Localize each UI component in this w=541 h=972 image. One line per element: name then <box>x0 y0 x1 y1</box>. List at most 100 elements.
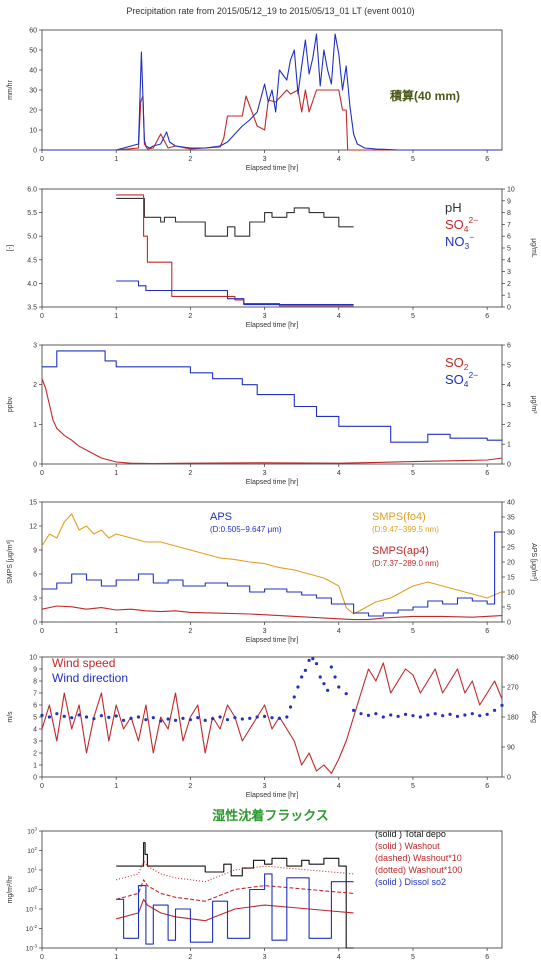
x-tick-label: 3 <box>263 156 267 163</box>
x-tick-label: 4 <box>337 470 341 477</box>
y-right-tick-label: 5 <box>507 246 511 253</box>
legend-entry-detail: (D:0.505−9.647 μm) <box>210 525 282 534</box>
data-point <box>389 713 393 717</box>
legend-entry: (dotted) Washout*100 <box>375 865 462 875</box>
y-tick-label: 6.0 <box>27 187 37 194</box>
x-tick-label: 5 <box>411 313 415 320</box>
data-point <box>151 716 155 720</box>
x-tick-label: 2 <box>188 783 192 790</box>
x-tick-label: 5 <box>411 954 415 961</box>
y-right-tick-label: 7 <box>507 222 511 229</box>
legend-entry: SO42− <box>445 370 478 389</box>
chart-so2-so4: 0 1 2 3 4 5 6 Elapsed time [hr] 0 1 2 3 ppbv 0 1 2 3 4 5 6 μ… <box>7 343 537 487</box>
legend-entry: (dashed) Washout*10 <box>375 853 462 863</box>
x-tick-label: 6 <box>485 156 489 163</box>
y-tick-label: 30 <box>29 88 37 95</box>
data-point <box>144 718 148 722</box>
y-axis-label: ppbv <box>7 396 14 412</box>
x-tick-label: 2 <box>188 954 192 961</box>
data-point <box>277 716 282 720</box>
y-tick-label: 15 <box>29 500 37 507</box>
y-tick-label: 8 <box>33 679 37 686</box>
y-tick-label: 3 <box>33 343 37 350</box>
y-tick-label: 9 <box>33 548 37 555</box>
y-right-tick-label: 2 <box>507 281 511 288</box>
data-point <box>374 712 378 716</box>
y-right-tick-label: 0 <box>507 775 511 782</box>
x-tick-label: 0 <box>40 313 44 320</box>
x-axis-label: Elapsed time [hr] <box>246 637 299 644</box>
y-tick-label: 5.5 <box>27 210 37 217</box>
y-tick-label: 7 <box>33 691 37 698</box>
y-right-axis-label: μg/m³ <box>530 395 537 414</box>
data-point <box>159 719 163 723</box>
y-right-tick-label: 2 <box>507 422 511 429</box>
data-point <box>329 665 333 669</box>
y-right-tick-label: 4 <box>507 257 511 264</box>
y-right-tick-label: 8 <box>507 210 511 217</box>
data-point <box>337 685 341 689</box>
data-point <box>352 708 356 712</box>
y-tick-label: 5 <box>33 715 37 722</box>
x-tick-label: 4 <box>337 156 341 163</box>
data-point <box>418 715 422 719</box>
y-tick-label: 10 <box>29 655 37 662</box>
y-right-tick-label: 3 <box>507 269 511 276</box>
data-point <box>333 675 337 679</box>
legend-entry: SO2 <box>445 355 469 372</box>
y-tick-label: 50 <box>29 48 37 55</box>
x-tick-label: 3 <box>263 783 267 790</box>
legend-entry: Wind direction <box>52 671 128 685</box>
data-point <box>233 716 237 720</box>
data-point <box>326 688 330 692</box>
x-axis-label: Elapsed time [hr] <box>246 792 299 799</box>
y-right-tick-label: 30 <box>507 530 515 537</box>
y-tick-label: 12 <box>29 524 37 531</box>
data-point <box>500 703 504 707</box>
data-point <box>314 662 319 666</box>
series-washout-10 <box>116 879 354 902</box>
data-point <box>433 712 437 716</box>
data-point <box>122 718 126 722</box>
x-tick-label: 1 <box>114 470 118 477</box>
legend-entry: Wind speed <box>52 656 115 670</box>
plot-frame <box>41 344 503 465</box>
data-point <box>455 714 460 718</box>
data-point <box>107 715 111 719</box>
y-right-tick-label: 180 <box>507 715 519 722</box>
legend-entry-detail: (D:7.37−289.0 nm) <box>372 559 439 568</box>
y-tick-label: 9 <box>33 667 37 674</box>
data-point <box>288 705 293 709</box>
y-tick-label: 40 <box>29 68 37 75</box>
x-tick-label: 6 <box>485 470 489 477</box>
x-axis-label: Elapsed time [hr] <box>246 165 299 172</box>
data-point <box>292 695 296 699</box>
y-tick-label: 2 <box>33 382 37 389</box>
data-point <box>311 657 315 661</box>
data-point <box>396 714 400 718</box>
data-point <box>403 712 408 716</box>
y-tick-label: 1 <box>33 763 37 770</box>
series-so4-2- <box>116 194 354 307</box>
data-point <box>492 708 497 712</box>
x-tick-label: 3 <box>263 628 267 635</box>
y-tick-label: 6 <box>33 703 37 710</box>
x-tick-label: 0 <box>40 783 44 790</box>
data-point <box>485 712 489 716</box>
y-axis-label: m/s <box>7 711 14 723</box>
y-tick-label: 10-3 <box>26 944 38 953</box>
y-right-tick-label: 40 <box>507 500 515 507</box>
y-tick-label: 0 <box>33 775 37 782</box>
data-point <box>344 692 348 696</box>
series-no3- <box>116 280 354 306</box>
y-right-tick-label: 10 <box>507 187 515 194</box>
y-tick-label: 5.0 <box>27 234 37 241</box>
y-right-tick-label: 20 <box>507 560 515 567</box>
legend-entry-detail: (D:9.47−399.5 nm) <box>372 525 439 534</box>
data-point <box>270 716 274 720</box>
y-tick-label: 3 <box>33 596 37 603</box>
data-point <box>255 715 259 719</box>
data-point <box>426 713 430 717</box>
